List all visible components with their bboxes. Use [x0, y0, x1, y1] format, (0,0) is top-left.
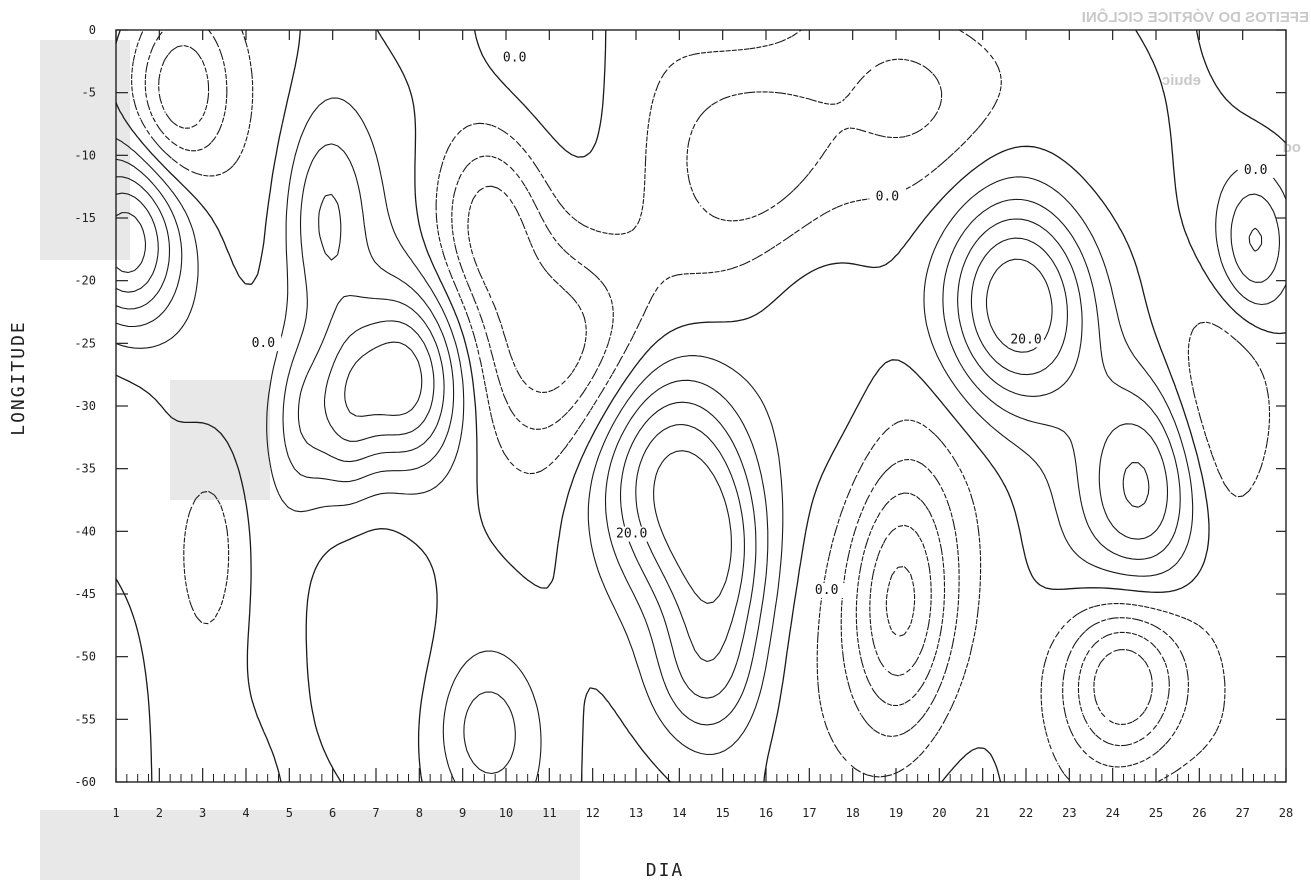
- x-tick-label: 9: [459, 806, 466, 820]
- x-tick-label: 11: [542, 806, 556, 820]
- y-tick-label: -60: [74, 775, 96, 789]
- x-tick-label: 13: [629, 806, 643, 820]
- x-tick-label: 17: [802, 806, 816, 820]
- negative-contour: [144, 29, 1189, 768]
- x-tick-label: 15: [715, 806, 729, 820]
- negative-contour: [158, 44, 1170, 747]
- x-tick-label: 7: [372, 806, 379, 820]
- x-tick-label: 1: [112, 806, 119, 820]
- plot-frame: [115, 29, 1287, 783]
- x-tick-label: 8: [416, 806, 423, 820]
- contour-label: 0.0: [252, 336, 275, 351]
- contour-label-bg: [496, 50, 533, 66]
- positive-contour: [115, 97, 1287, 783]
- y-tick-label: -30: [74, 399, 96, 413]
- negative-contour: [869, 524, 1153, 726]
- x-tick-label: 5: [286, 806, 293, 820]
- contour-label: 20.0: [1010, 332, 1041, 347]
- contour-label-bg: [1008, 332, 1044, 348]
- y-tick-label: -45: [74, 587, 96, 601]
- bleed-text-3: od: [1283, 139, 1301, 156]
- contour-label-bg: [808, 583, 845, 598]
- y-tick-label: -35: [74, 462, 96, 476]
- y-tick-label: -5: [82, 86, 96, 100]
- x-tick-label: 27: [1235, 806, 1249, 820]
- zero-contour: [115, 29, 1287, 783]
- contour-label: 0.0: [815, 583, 838, 598]
- contour-label: 0.0: [1244, 163, 1267, 178]
- x-tick-label: 2: [156, 806, 163, 820]
- y-tick-label: -25: [74, 336, 96, 350]
- x-tick-label: 21: [975, 806, 989, 820]
- bleed-text-1: EFEITOS DO VÓRTICE CICLÔNI: [1082, 8, 1309, 26]
- contour-label-bg: [245, 336, 282, 352]
- x-tick-label: 19: [889, 806, 903, 820]
- x-tick-label: 6: [329, 806, 336, 820]
- x-tick-label: 4: [242, 806, 249, 820]
- y-axis-title: LONGITUDE: [8, 320, 29, 436]
- contour-label: 20.0: [616, 527, 647, 542]
- x-tick-label: 16: [759, 806, 773, 820]
- y-tick-label: -10: [74, 148, 96, 162]
- scan-artifacts: [40, 40, 580, 880]
- y-tick-label: -40: [74, 524, 96, 538]
- contour-labels: 0.0 0.0 0.0 0.0 20.0 20.0 0.0: [245, 50, 1274, 598]
- y-tick-label: -15: [74, 211, 96, 225]
- negative-contour: [885, 566, 916, 638]
- x-tick-label: 3: [199, 806, 206, 820]
- x-tick-label: 22: [1019, 806, 1033, 820]
- positive-contour: [115, 143, 1281, 775]
- contour-label-bg: [869, 189, 906, 205]
- x-axis-title: DIA: [646, 860, 685, 881]
- x-tick-label: 14: [672, 806, 686, 820]
- y-tick-label: 0: [89, 23, 96, 37]
- x-tick-label: 18: [845, 806, 859, 820]
- contour-label-bg: [1237, 163, 1274, 179]
- bleed-through-text: EFEITOS DO VÓRTICE CICLÔNI ebuic od: [1082, 8, 1309, 156]
- x-tick-label: 23: [1062, 806, 1076, 820]
- x-tick-label: 24: [1105, 806, 1119, 820]
- negative-contour: [131, 29, 1271, 783]
- contour-label-bg: [613, 526, 650, 542]
- y-axis: 0 -5 -10 -15 -20 -25 -30 -35 -40 -45 -50 -55 -60: [74, 23, 1286, 789]
- contour-label: 0.0: [503, 50, 526, 65]
- x-axis: 1 2 3 4 5 6 7 8 9 10 11 12 13 14 15 16 17 18 19 20 21 22 23 24 2…: [112, 30, 1293, 820]
- y-tick-label: -55: [74, 712, 96, 726]
- positive-contour: [115, 192, 1150, 663]
- x-tick-label: 12: [585, 806, 599, 820]
- contour-label: 0.0: [876, 189, 899, 204]
- y-tick-label: -50: [74, 650, 96, 664]
- x-tick-label: 28: [1279, 806, 1293, 820]
- bleed-text-2: ebuic: [1162, 72, 1201, 89]
- positive-contour: [115, 211, 1053, 604]
- contour-lines: [115, 29, 1287, 783]
- positive-contour: [115, 176, 1263, 699]
- y-tick-label: -20: [74, 274, 96, 288]
- x-tick-label: 10: [499, 806, 513, 820]
- x-tick-label: 25: [1149, 806, 1163, 820]
- x-tick-label: 26: [1192, 806, 1206, 820]
- x-tick-label: 20: [932, 806, 946, 820]
